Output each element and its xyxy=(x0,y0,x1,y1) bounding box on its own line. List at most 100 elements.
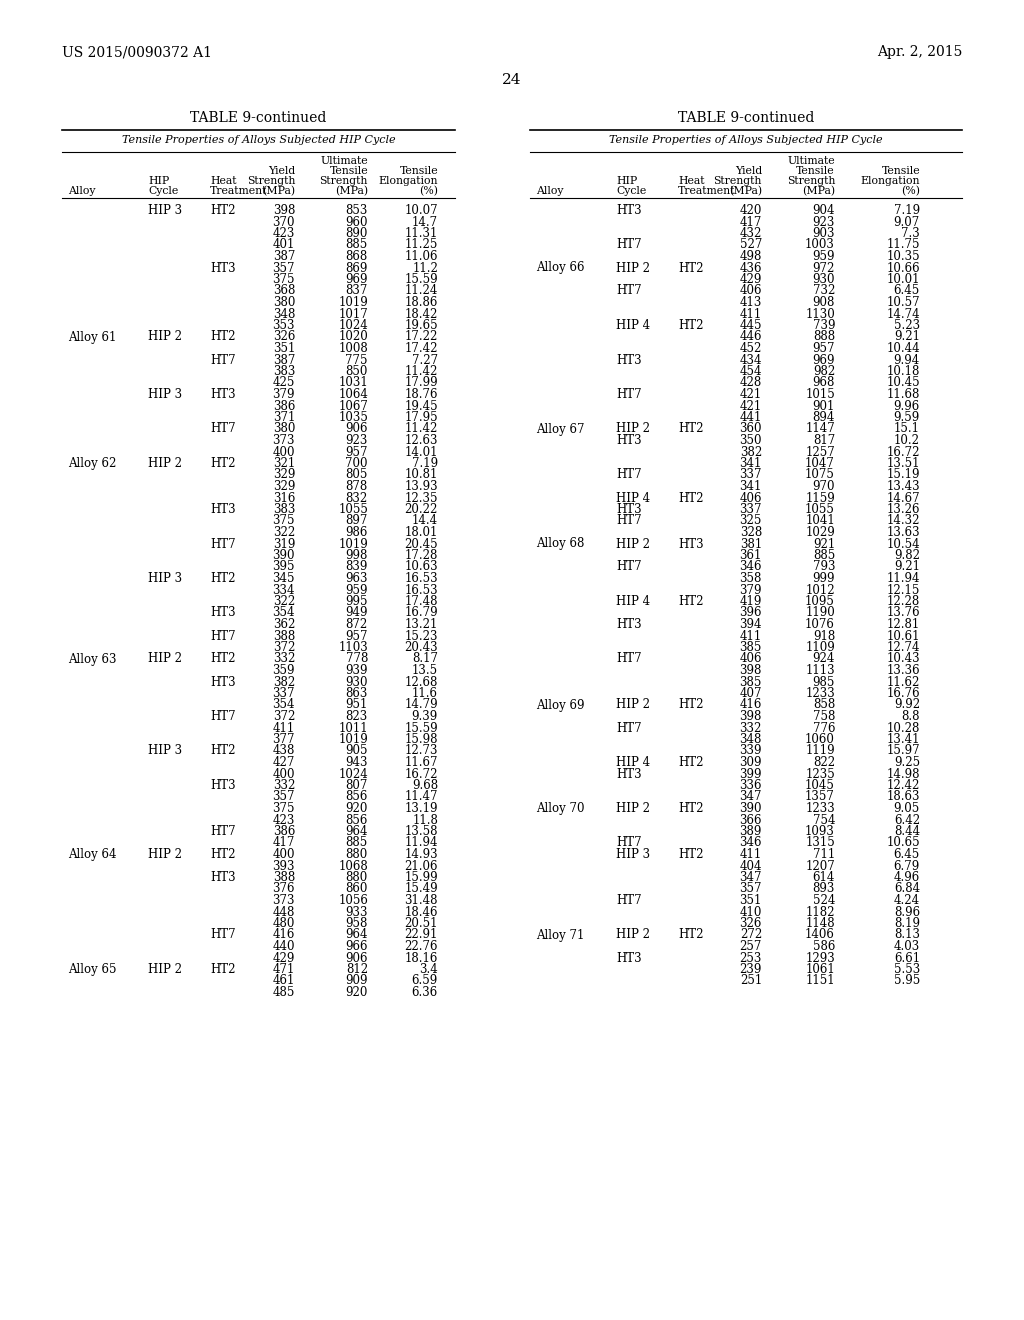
Text: 1017: 1017 xyxy=(338,308,368,321)
Text: HT3: HT3 xyxy=(616,503,642,516)
Text: 31.48: 31.48 xyxy=(404,894,438,907)
Text: HIP: HIP xyxy=(616,176,637,186)
Text: 921: 921 xyxy=(813,537,835,550)
Text: 400: 400 xyxy=(272,446,295,458)
Text: 380: 380 xyxy=(272,296,295,309)
Text: 6.36: 6.36 xyxy=(412,986,438,999)
Text: HT3: HT3 xyxy=(616,205,642,216)
Text: 1047: 1047 xyxy=(805,457,835,470)
Text: 361: 361 xyxy=(739,549,762,562)
Text: 1233: 1233 xyxy=(805,686,835,700)
Text: 878: 878 xyxy=(346,480,368,492)
Text: 880: 880 xyxy=(346,871,368,884)
Text: Tensile: Tensile xyxy=(797,166,835,176)
Text: 1357: 1357 xyxy=(805,791,835,804)
Text: 880: 880 xyxy=(346,847,368,861)
Text: 436: 436 xyxy=(739,261,762,275)
Text: Ultimate: Ultimate xyxy=(787,156,835,166)
Text: 7.19: 7.19 xyxy=(894,205,920,216)
Text: 380: 380 xyxy=(272,422,295,436)
Text: Heat: Heat xyxy=(678,176,705,186)
Text: 454: 454 xyxy=(739,366,762,378)
Text: Tensile: Tensile xyxy=(882,166,920,176)
Text: Alloy 69: Alloy 69 xyxy=(536,698,585,711)
Text: HT2: HT2 xyxy=(210,964,236,975)
Text: 12.73: 12.73 xyxy=(404,744,438,758)
Text: 329: 329 xyxy=(272,469,295,482)
Text: 13.58: 13.58 xyxy=(404,825,438,838)
Text: 10.07: 10.07 xyxy=(404,205,438,216)
Text: HT3: HT3 xyxy=(616,354,642,367)
Text: 9.25: 9.25 xyxy=(894,756,920,770)
Text: 9.39: 9.39 xyxy=(412,710,438,723)
Text: Tensile Properties of Alloys Subjected HIP Cycle: Tensile Properties of Alloys Subjected H… xyxy=(122,135,395,145)
Text: 18.46: 18.46 xyxy=(404,906,438,919)
Text: Cycle: Cycle xyxy=(148,186,178,195)
Text: 909: 909 xyxy=(345,974,368,987)
Text: 370: 370 xyxy=(272,215,295,228)
Text: 868: 868 xyxy=(346,249,368,263)
Text: 1019: 1019 xyxy=(338,733,368,746)
Text: 16.76: 16.76 xyxy=(887,686,920,700)
Text: Strength: Strength xyxy=(714,176,762,186)
Text: 817: 817 xyxy=(813,434,835,447)
Text: 10.65: 10.65 xyxy=(887,837,920,850)
Text: 15.49: 15.49 xyxy=(404,883,438,895)
Text: 14.7: 14.7 xyxy=(412,215,438,228)
Text: Alloy 61: Alloy 61 xyxy=(68,330,117,343)
Text: 8.19: 8.19 xyxy=(894,917,920,931)
Text: 9.82: 9.82 xyxy=(894,549,920,562)
Text: 10.63: 10.63 xyxy=(404,561,438,573)
Text: HT3: HT3 xyxy=(210,261,236,275)
Text: 15.19: 15.19 xyxy=(887,469,920,482)
Text: 398: 398 xyxy=(739,710,762,723)
Text: 381: 381 xyxy=(739,537,762,550)
Text: Heat: Heat xyxy=(210,176,237,186)
Text: 860: 860 xyxy=(346,883,368,895)
Text: 471: 471 xyxy=(272,964,295,975)
Text: HT2: HT2 xyxy=(678,756,703,770)
Text: 395: 395 xyxy=(272,561,295,573)
Text: 362: 362 xyxy=(272,618,295,631)
Text: (%): (%) xyxy=(901,186,920,195)
Text: 12.81: 12.81 xyxy=(887,618,920,631)
Text: 11.2: 11.2 xyxy=(412,261,438,275)
Text: HT2: HT2 xyxy=(678,847,703,861)
Text: HIP 2: HIP 2 xyxy=(148,847,182,861)
Text: 1103: 1103 xyxy=(338,642,368,653)
Text: 822: 822 xyxy=(813,756,835,770)
Text: 6.84: 6.84 xyxy=(894,883,920,895)
Text: HT3: HT3 xyxy=(616,952,642,965)
Text: HT7: HT7 xyxy=(210,537,236,550)
Text: 6.59: 6.59 xyxy=(412,974,438,987)
Text: 924: 924 xyxy=(813,652,835,665)
Text: 371: 371 xyxy=(272,411,295,424)
Text: 9.21: 9.21 xyxy=(894,330,920,343)
Text: 387: 387 xyxy=(272,354,295,367)
Text: Alloy 63: Alloy 63 xyxy=(68,652,117,665)
Text: 812: 812 xyxy=(346,964,368,975)
Text: 357: 357 xyxy=(739,883,762,895)
Text: 20.51: 20.51 xyxy=(404,917,438,931)
Text: 9.05: 9.05 xyxy=(894,803,920,814)
Text: HIP 2: HIP 2 xyxy=(148,652,182,665)
Text: 11.75: 11.75 xyxy=(887,239,920,252)
Text: 428: 428 xyxy=(739,376,762,389)
Text: HT2: HT2 xyxy=(210,744,236,758)
Text: 385: 385 xyxy=(739,676,762,689)
Text: 11.42: 11.42 xyxy=(404,422,438,436)
Text: Treatment: Treatment xyxy=(678,186,735,195)
Text: HT7: HT7 xyxy=(616,652,642,665)
Text: 6.79: 6.79 xyxy=(894,859,920,873)
Text: 13.19: 13.19 xyxy=(404,803,438,814)
Text: HIP 4: HIP 4 xyxy=(616,595,650,609)
Text: 1041: 1041 xyxy=(805,515,835,528)
Text: 14.93: 14.93 xyxy=(404,847,438,861)
Text: HT2: HT2 xyxy=(678,928,703,941)
Text: HT2: HT2 xyxy=(678,491,703,504)
Text: 353: 353 xyxy=(272,319,295,333)
Text: 18.76: 18.76 xyxy=(404,388,438,401)
Text: 375: 375 xyxy=(272,515,295,528)
Text: Yield: Yield xyxy=(735,166,762,176)
Text: 406: 406 xyxy=(739,285,762,297)
